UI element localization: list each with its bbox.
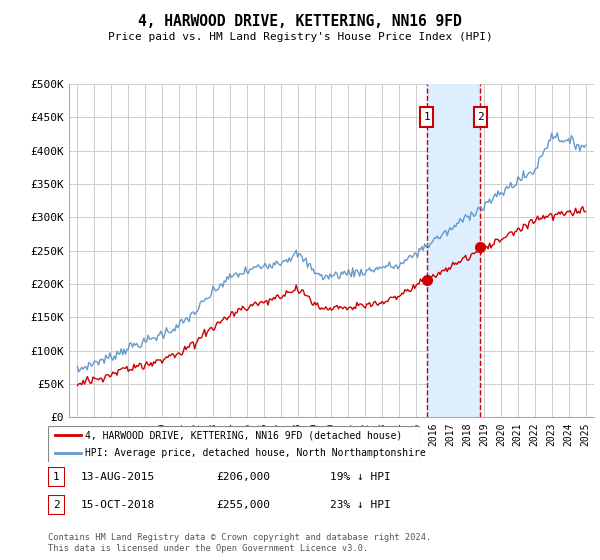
- FancyBboxPatch shape: [48, 467, 65, 487]
- FancyBboxPatch shape: [48, 426, 420, 462]
- Text: 23% ↓ HPI: 23% ↓ HPI: [330, 500, 391, 510]
- Text: Price paid vs. HM Land Registry's House Price Index (HPI): Price paid vs. HM Land Registry's House …: [107, 32, 493, 42]
- Text: 13-AUG-2015: 13-AUG-2015: [81, 472, 155, 482]
- Text: 2: 2: [53, 500, 60, 510]
- Text: 15-OCT-2018: 15-OCT-2018: [81, 500, 155, 510]
- Bar: [427, 84, 481, 417]
- Text: 2: 2: [477, 113, 484, 122]
- FancyBboxPatch shape: [48, 495, 65, 515]
- Text: 4, HARWOOD DRIVE, KETTERING, NN16 9FD (detached house): 4, HARWOOD DRIVE, KETTERING, NN16 9FD (d…: [85, 431, 403, 440]
- Text: 1: 1: [53, 472, 60, 482]
- Text: Contains HM Land Registry data © Crown copyright and database right 2024.
This d: Contains HM Land Registry data © Crown c…: [48, 533, 431, 553]
- FancyBboxPatch shape: [473, 108, 487, 127]
- Text: £255,000: £255,000: [216, 500, 270, 510]
- FancyBboxPatch shape: [420, 108, 433, 127]
- Text: HPI: Average price, detached house, North Northamptonshire: HPI: Average price, detached house, Nort…: [85, 448, 426, 458]
- Text: 4, HARWOOD DRIVE, KETTERING, NN16 9FD: 4, HARWOOD DRIVE, KETTERING, NN16 9FD: [138, 14, 462, 29]
- Text: £206,000: £206,000: [216, 472, 270, 482]
- Text: 1: 1: [424, 113, 430, 122]
- Text: 19% ↓ HPI: 19% ↓ HPI: [330, 472, 391, 482]
